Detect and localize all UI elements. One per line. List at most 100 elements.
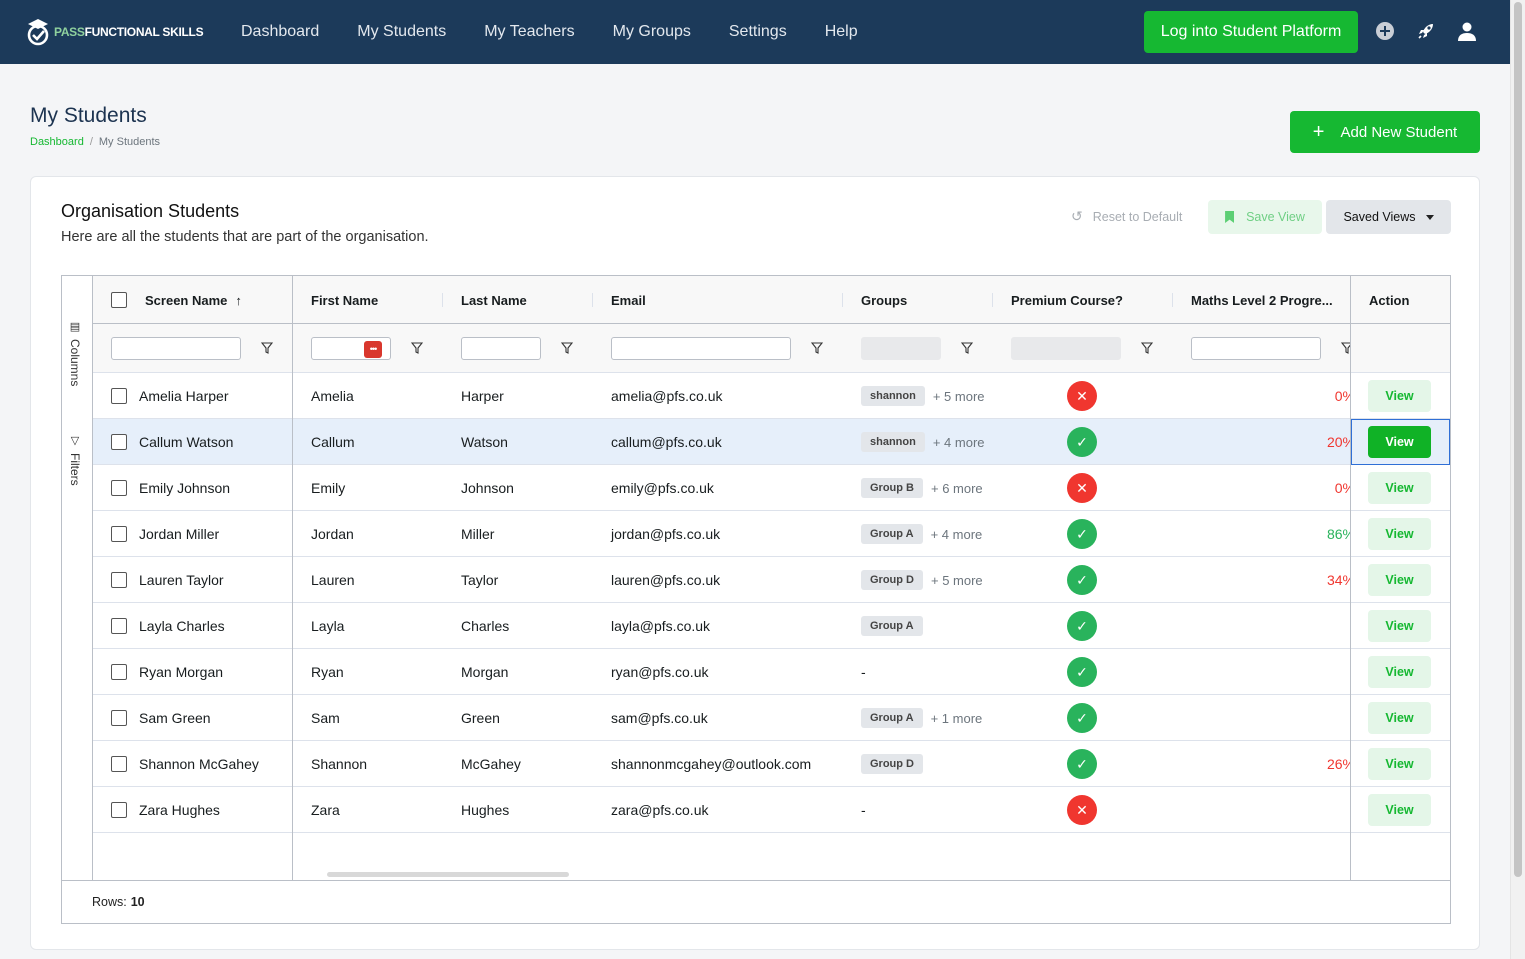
first-name-filter-input[interactable]: ••• <box>311 336 391 360</box>
group-badge[interactable]: Group B <box>861 478 923 498</box>
nav-my-students[interactable]: My Students <box>357 23 447 40</box>
horizontal-scrollbar[interactable] <box>327 872 569 877</box>
logo-pass-text: PASS <box>54 25 85 39</box>
maths-progress-filter-input[interactable] <box>1191 336 1321 360</box>
filter-icon[interactable] <box>811 342 823 354</box>
row-checkbox[interactable] <box>111 511 127 557</box>
more-options-icon[interactable]: ••• <box>364 340 382 358</box>
nav-settings[interactable]: Settings <box>728 23 787 40</box>
view-student-button[interactable]: View <box>1368 748 1431 780</box>
table-row[interactable]: Jordan Miller Jordan Miller jordan@pfs.co.u… <box>93 511 1450 557</box>
add-new-student-button[interactable]: + Add New Student <box>1290 111 1480 153</box>
table-row[interactable]: Lauren Taylor Lauren Taylor lauren@pfs.co.u… <box>93 557 1450 603</box>
action-cell: View <box>1368 649 1431 695</box>
row-checkbox[interactable] <box>111 465 127 511</box>
table-row[interactable]: Callum Watson Callum Watson callum@pfs.co.u… <box>93 419 1450 465</box>
row-checkbox[interactable] <box>111 695 127 741</box>
breadcrumb-dashboard[interactable]: Dashboard <box>30 136 84 148</box>
filter-icon[interactable] <box>561 342 573 354</box>
col-header-premium-course[interactable]: Premium Course? <box>1011 292 1123 308</box>
last-name-filter-input[interactable] <box>461 336 541 360</box>
row-checkbox[interactable] <box>111 603 127 649</box>
group-badge[interactable]: Group A <box>861 708 923 728</box>
table-row[interactable]: Ryan MorganRyanMorganryan@pfs.co.uk-✓-Vi… <box>93 649 1450 695</box>
progress-value: 86% <box>1326 526 1351 542</box>
group-badge[interactable]: shannon <box>861 432 925 452</box>
filter-icon[interactable] <box>1341 342 1353 354</box>
more-groups-link[interactable]: + 5 more <box>932 388 985 404</box>
filter-icon[interactable] <box>261 342 273 354</box>
columns-panel-tab[interactable]: ▤ Columns <box>68 320 82 387</box>
groups-cell: shannon + 4 more <box>861 419 985 465</box>
screen-name-filter-input[interactable] <box>111 336 241 360</box>
view-student-button[interactable]: View <box>1368 656 1431 688</box>
select-all-checkbox[interactable] <box>111 276 127 324</box>
table-row[interactable]: Zara HughesZaraHugheszara@pfs.co.uk-✕-Vi… <box>93 787 1450 833</box>
plus-circle-icon[interactable] <box>1374 20 1396 42</box>
check-circle-icon: ✓ <box>1067 657 1097 687</box>
sort-ascending-icon: ↑ <box>235 292 242 308</box>
user-profile-icon[interactable] <box>1456 20 1478 42</box>
row-checkbox[interactable] <box>111 419 127 465</box>
nav-my-groups[interactable]: My Groups <box>612 23 691 40</box>
row-checkbox[interactable] <box>111 373 127 419</box>
view-student-button[interactable]: View <box>1368 380 1431 412</box>
table-row[interactable]: Emily Johnson Emily Johnson emily@pfs.co.uk… <box>93 465 1450 511</box>
group-badge[interactable]: shannon <box>861 386 925 406</box>
more-groups-link[interactable]: + 5 more <box>931 572 983 588</box>
table-row[interactable]: Layla Charles Layla Charles layla@pfs.co.uk… <box>93 603 1450 649</box>
page-scrollbar-thumb[interactable] <box>1514 2 1522 877</box>
more-groups-link[interactable]: + 4 more <box>930 526 983 542</box>
row-checkbox[interactable] <box>111 741 127 787</box>
col-header-maths-progress[interactable]: Maths Level 2 Progre... <box>1191 292 1333 308</box>
check-circle-icon: ✓ <box>1067 519 1097 549</box>
row-checkbox[interactable] <box>111 787 127 833</box>
group-badge[interactable]: Group A <box>861 524 923 544</box>
more-groups-link[interactable]: + 6 more <box>931 480 983 496</box>
rocket-icon[interactable] <box>1415 20 1437 42</box>
col-header-email[interactable]: Email <box>611 292 646 308</box>
saved-views-dropdown[interactable]: Saved Views <box>1326 200 1451 234</box>
filters-panel-tab[interactable]: ▽ Filters <box>68 434 82 486</box>
logo[interactable]: PASSFUNCTIONAL SKILLS <box>26 17 226 47</box>
groups-filter-input[interactable] <box>861 336 941 360</box>
table-row[interactable]: Sam Green Sam Green sam@pfs.co.uk Group A + 1… <box>93 695 1450 741</box>
view-student-button[interactable]: View <box>1368 472 1431 504</box>
nav-help[interactable]: Help <box>824 23 858 40</box>
view-student-button[interactable]: View <box>1368 794 1431 826</box>
reset-to-default-button[interactable]: ↺ Reset to Default <box>1071 208 1183 224</box>
view-student-button[interactable]: View <box>1368 610 1431 642</box>
table-row[interactable]: Amelia Harper Amelia Harper amelia@pfs.co.u… <box>93 373 1450 419</box>
filter-icon[interactable] <box>961 342 973 354</box>
breadcrumb-current: My Students <box>98 136 161 148</box>
group-badge[interactable]: Group D <box>861 570 923 590</box>
more-groups-link[interactable]: + 1 more <box>930 710 983 726</box>
nav-my-teachers[interactable]: My Teachers <box>484 23 575 40</box>
login-student-platform-button[interactable]: Log into Student Platform <box>1144 11 1358 53</box>
page-scrollbar[interactable] <box>1510 0 1525 959</box>
row-checkbox[interactable] <box>111 649 127 695</box>
view-student-button[interactable]: View <box>1368 426 1431 458</box>
col-header-groups[interactable]: Groups <box>861 292 908 308</box>
filter-icon[interactable] <box>411 342 423 354</box>
action-cell: View <box>1368 603 1431 649</box>
filter-icon[interactable] <box>1141 342 1153 354</box>
col-header-screen-name[interactable]: Screen Name ↑ <box>145 292 242 308</box>
maths-progress-cell: 26% <box>1191 741 1351 787</box>
group-badge[interactable]: Group D <box>861 754 923 774</box>
save-view-button[interactable]: Save View <box>1208 200 1322 234</box>
premium-cell: ✓ <box>1067 511 1097 557</box>
view-student-button[interactable]: View <box>1368 702 1431 734</box>
maths-progress-cell: 86% <box>1191 511 1351 557</box>
more-groups-link[interactable]: + 4 more <box>932 434 985 450</box>
view-student-button[interactable]: View <box>1368 518 1431 550</box>
row-checkbox[interactable] <box>111 557 127 603</box>
group-badge[interactable]: Group A <box>861 616 923 636</box>
email-filter-input[interactable] <box>611 336 791 360</box>
premium-filter-input[interactable] <box>1011 336 1121 360</box>
nav-dashboard[interactable]: Dashboard <box>241 23 320 40</box>
table-row[interactable]: Shannon McGahey Shannon McGahey shannonmcga… <box>93 741 1450 787</box>
view-student-button[interactable]: View <box>1368 564 1431 596</box>
col-header-last-name[interactable]: Last Name <box>461 292 527 308</box>
col-header-first-name[interactable]: First Name <box>311 292 379 308</box>
